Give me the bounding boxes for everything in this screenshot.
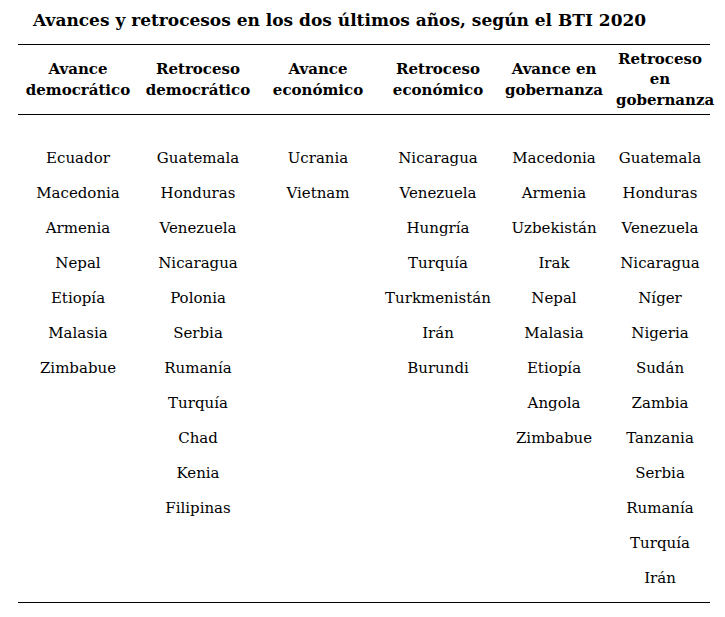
table-cell <box>378 526 498 561</box>
table-cell <box>18 526 138 561</box>
table-cell <box>258 316 378 351</box>
table-cell: Malasia <box>498 316 610 351</box>
table-cell <box>18 491 138 526</box>
table-cell: Tanzania <box>610 421 710 456</box>
table-cell: Honduras <box>610 176 710 211</box>
column-header-avance-economico: Avance económico <box>258 59 378 100</box>
table-cell: Nicaragua <box>378 141 498 176</box>
table-cell: Venezuela <box>378 176 498 211</box>
table-cell <box>18 561 138 596</box>
table-cell: Nigeria <box>610 316 710 351</box>
table-cell <box>138 561 258 596</box>
column-header-retroceso-democratico: Retroceso democrático <box>138 59 258 100</box>
table-cell <box>258 456 378 491</box>
table-cell: Guatemala <box>138 141 258 176</box>
table-cell <box>258 246 378 281</box>
table-cell <box>258 491 378 526</box>
table-cell: Vietnam <box>258 176 378 211</box>
column-header-retroceso-gobernanza: Retroceso en gobernanza <box>610 49 710 110</box>
table-cell <box>258 561 378 596</box>
table-cell: Zambia <box>610 386 710 421</box>
table-cell: Chad <box>138 421 258 456</box>
table-cell: Polonia <box>138 281 258 316</box>
table-cell: Macedonia <box>498 141 610 176</box>
table-cell: Turquía <box>610 526 710 561</box>
table-cell: Uzbekistán <box>498 211 610 246</box>
table-cell: Etiopía <box>18 281 138 316</box>
table-cell <box>18 456 138 491</box>
table-cell: Ucrania <box>258 141 378 176</box>
table-cell: Irak <box>498 246 610 281</box>
table-cell <box>498 526 610 561</box>
table-cell: Nicaragua <box>138 246 258 281</box>
table-cell <box>378 491 498 526</box>
table-cell <box>378 421 498 456</box>
table-cell: Turquía <box>378 246 498 281</box>
table-body: EcuadorGuatemalaUcraniaNicaraguaMacedoni… <box>18 115 710 603</box>
table-cell <box>258 421 378 456</box>
table-cell: Rumanía <box>610 491 710 526</box>
table-cell: Guatemala <box>610 141 710 176</box>
column-header-avance-democratico: Avance democrático <box>18 59 138 100</box>
table-cell <box>378 386 498 421</box>
table-cell <box>498 561 610 596</box>
table-cell: Filipinas <box>138 491 258 526</box>
bti-table: Avance democrático Retroceso democrático… <box>18 44 710 603</box>
table-cell: Burundi <box>378 351 498 386</box>
table-cell <box>258 386 378 421</box>
table-cell <box>498 456 610 491</box>
table-cell: Armenia <box>498 176 610 211</box>
table-cell: Rumanía <box>138 351 258 386</box>
table-cell: Ecuador <box>18 141 138 176</box>
table-cell: Nepal <box>498 281 610 316</box>
table-cell: Níger <box>610 281 710 316</box>
table-cell: Turkmenistán <box>378 281 498 316</box>
table-cell: Malasia <box>18 316 138 351</box>
table-cell: Armenia <box>18 211 138 246</box>
table-cell: Venezuela <box>138 211 258 246</box>
table-cell: Kenia <box>138 456 258 491</box>
table-cell <box>258 351 378 386</box>
table-cell <box>258 281 378 316</box>
table-cell <box>378 561 498 596</box>
table-cell: Sudán <box>610 351 710 386</box>
table-cell <box>18 421 138 456</box>
column-header-retroceso-economico: Retroceso económico <box>378 59 498 100</box>
table-cell <box>378 456 498 491</box>
table-header-row: Avance democrático Retroceso democrático… <box>18 44 710 115</box>
table-cell: Hungría <box>378 211 498 246</box>
figure-title: Avances y retrocesos en los dos últimos … <box>33 10 646 31</box>
table-cell: Venezuela <box>610 211 710 246</box>
table-cell: Turquía <box>138 386 258 421</box>
table-cell: Nicaragua <box>610 246 710 281</box>
table-cell: Angola <box>498 386 610 421</box>
table-cell: Honduras <box>138 176 258 211</box>
table-cell <box>138 526 258 561</box>
column-header-avance-gobernanza: Avance en gobernanza <box>498 59 610 100</box>
table-cell: Irán <box>378 316 498 351</box>
table-cell: Zimbabue <box>498 421 610 456</box>
table-cell <box>498 491 610 526</box>
table-cell <box>258 526 378 561</box>
table-cell: Serbia <box>138 316 258 351</box>
table-cell: Macedonia <box>18 176 138 211</box>
table-cell: Serbia <box>610 456 710 491</box>
table-cell <box>258 211 378 246</box>
table-cell <box>18 386 138 421</box>
table-cell: Irán <box>610 561 710 596</box>
table-cell: Etiopía <box>498 351 610 386</box>
table-cell: Zimbabue <box>18 351 138 386</box>
table-cell: Nepal <box>18 246 138 281</box>
